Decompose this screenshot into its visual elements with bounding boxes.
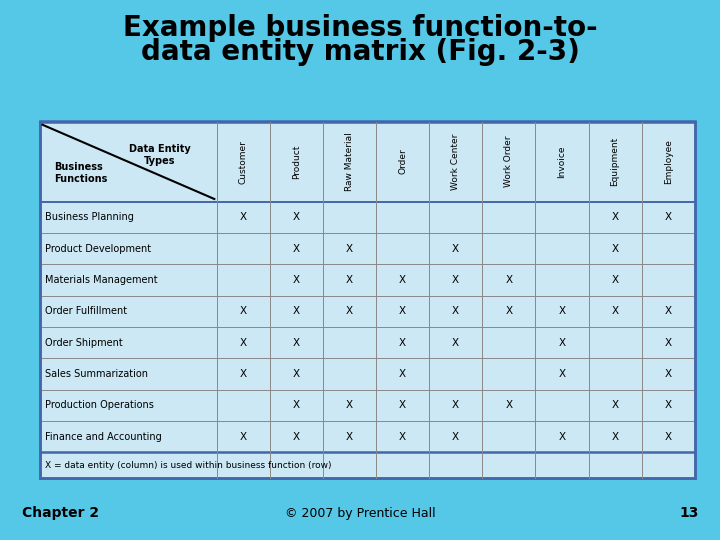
Text: X: X	[559, 431, 565, 442]
Text: X: X	[399, 369, 406, 379]
Text: X = data entity (column) is used within business function (row): X = data entity (column) is used within …	[45, 461, 331, 470]
Text: X: X	[292, 338, 300, 348]
Text: X: X	[399, 431, 406, 442]
Text: Sales Summarization: Sales Summarization	[45, 369, 148, 379]
Text: X: X	[611, 212, 618, 222]
Text: Data Entity
Types: Data Entity Types	[129, 144, 191, 166]
Text: Example business function-to-: Example business function-to-	[122, 14, 598, 42]
Text: 13: 13	[679, 506, 698, 520]
Text: X: X	[292, 306, 300, 316]
Text: X: X	[452, 306, 459, 316]
Text: Equipment: Equipment	[611, 137, 620, 186]
Text: Product Development: Product Development	[45, 244, 150, 254]
Text: X: X	[240, 369, 247, 379]
Text: data entity matrix (Fig. 2-3): data entity matrix (Fig. 2-3)	[140, 38, 580, 66]
Text: X: X	[346, 275, 353, 285]
Text: X: X	[505, 400, 513, 410]
Text: Order: Order	[398, 148, 407, 174]
Text: X: X	[292, 400, 300, 410]
Text: Work Order: Work Order	[504, 136, 513, 187]
Text: X: X	[505, 306, 513, 316]
Text: Order Shipment: Order Shipment	[45, 338, 122, 348]
Text: X: X	[452, 338, 459, 348]
Text: X: X	[559, 338, 565, 348]
Text: X: X	[452, 275, 459, 285]
Text: X: X	[665, 338, 672, 348]
Text: Business Planning: Business Planning	[45, 212, 133, 222]
Text: Materials Management: Materials Management	[45, 275, 157, 285]
Text: X: X	[611, 306, 618, 316]
Text: Customer: Customer	[238, 140, 248, 184]
Text: X: X	[452, 431, 459, 442]
Text: X: X	[505, 275, 513, 285]
Text: X: X	[611, 431, 618, 442]
Text: X: X	[611, 244, 618, 254]
Text: X: X	[240, 212, 247, 222]
Text: X: X	[665, 212, 672, 222]
Text: X: X	[240, 338, 247, 348]
Text: X: X	[346, 244, 353, 254]
Text: X: X	[452, 400, 459, 410]
Text: Business
Functions: Business Functions	[54, 163, 107, 184]
Text: X: X	[399, 275, 406, 285]
Text: X: X	[452, 244, 459, 254]
Text: X: X	[292, 431, 300, 442]
Text: Raw Material: Raw Material	[345, 132, 354, 191]
Text: X: X	[292, 244, 300, 254]
Text: Invoice: Invoice	[557, 145, 567, 178]
Text: Employee: Employee	[664, 139, 672, 184]
Text: X: X	[665, 369, 672, 379]
Text: Finance and Accounting: Finance and Accounting	[45, 431, 161, 442]
Text: X: X	[399, 338, 406, 348]
Text: X: X	[240, 431, 247, 442]
Text: © 2007 by Prentice Hall: © 2007 by Prentice Hall	[284, 507, 436, 519]
Text: Work Center: Work Center	[451, 133, 460, 190]
Text: X: X	[665, 306, 672, 316]
Text: X: X	[665, 431, 672, 442]
Text: X: X	[399, 400, 406, 410]
Text: X: X	[346, 431, 353, 442]
Text: X: X	[611, 275, 618, 285]
Text: X: X	[346, 306, 353, 316]
Text: X: X	[346, 400, 353, 410]
Text: X: X	[240, 306, 247, 316]
Text: X: X	[559, 369, 565, 379]
Text: X: X	[292, 369, 300, 379]
Text: Product: Product	[292, 144, 301, 179]
Text: Production Operations: Production Operations	[45, 400, 153, 410]
Text: X: X	[611, 400, 618, 410]
Text: X: X	[665, 400, 672, 410]
Text: Order Fulfillment: Order Fulfillment	[45, 306, 127, 316]
Text: Chapter 2: Chapter 2	[22, 506, 99, 520]
Text: X: X	[399, 306, 406, 316]
Text: X: X	[559, 306, 565, 316]
Text: X: X	[292, 275, 300, 285]
Text: X: X	[292, 212, 300, 222]
